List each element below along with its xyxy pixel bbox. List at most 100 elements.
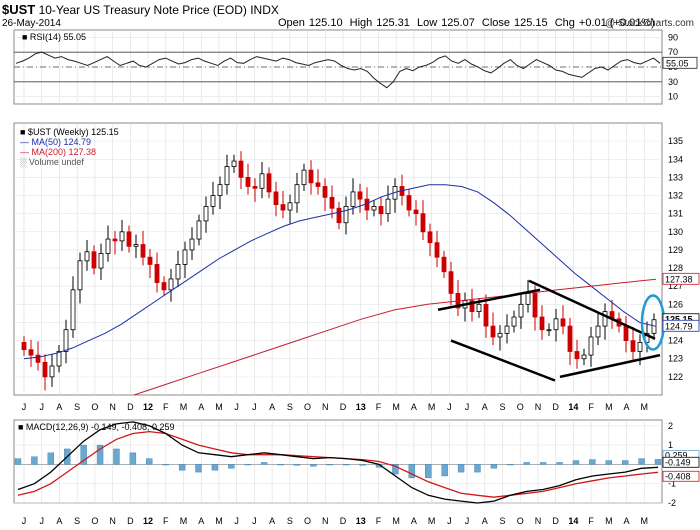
candle-body — [91, 251, 97, 269]
chart-date: 26-May-2014 — [2, 18, 61, 29]
candle-body — [637, 342, 643, 352]
x-tick-label-bottom: M — [215, 516, 223, 526]
candle-body — [175, 264, 181, 280]
candle-body — [413, 209, 419, 215]
candle-body — [266, 173, 272, 193]
x-tick-label-bottom: S — [499, 516, 505, 526]
candle-body — [112, 238, 118, 242]
x-tick-label: F — [588, 402, 594, 412]
close-value: 125.15 — [514, 17, 548, 29]
macd-tag-text: -0.408 — [665, 471, 691, 481]
macd-histogram-bar — [572, 460, 580, 465]
macd-tick-label: 2 — [668, 421, 673, 431]
x-tick-label: N — [322, 402, 329, 412]
price-tag-text: 124.79 — [665, 321, 693, 331]
macd-histogram-bar — [310, 464, 317, 467]
x-tick-label: S — [287, 402, 293, 412]
candle-body — [168, 278, 174, 291]
x-tick-label-bottom: O — [91, 516, 98, 526]
candle-body — [546, 329, 552, 332]
x-tick-label-bottom: J — [39, 516, 44, 526]
candle-body — [406, 195, 412, 211]
macd-tag — [662, 470, 700, 482]
x-tick-label: M — [180, 402, 188, 412]
price-tick-label: 131 — [668, 209, 683, 219]
x-tick-label: J — [252, 402, 257, 412]
price-tick-label: 132 — [668, 191, 683, 201]
macd-histogram-bar — [343, 464, 350, 466]
x-tick-label-bottom: N — [535, 516, 542, 526]
candle-body — [294, 184, 300, 204]
macd-histogram-bar — [244, 464, 251, 466]
candle-body — [140, 244, 146, 258]
x-tick-label: S — [74, 402, 80, 412]
macd-tick-label: 1 — [668, 440, 673, 450]
x-tick-label: M — [428, 402, 436, 412]
x-tick-label-bottom: A — [411, 516, 417, 526]
rsi-price-tag-text: 55.05 — [666, 58, 689, 68]
candle-body — [231, 160, 237, 167]
candle-body — [525, 293, 531, 305]
exchange: INDX — [250, 3, 279, 17]
rsi-price-tag — [662, 56, 698, 69]
candle-body — [84, 251, 90, 262]
x-tick-label: A — [411, 402, 417, 412]
x-tick-label: M — [641, 402, 649, 412]
candle-body — [224, 166, 230, 186]
x-tick-label-bottom: 14 — [568, 516, 578, 526]
candle-body — [651, 319, 657, 334]
price-tick-label: 134 — [668, 154, 683, 164]
symbol: $UST — [2, 2, 36, 17]
rsi-label: ■ RSI(14) 55.05 — [22, 32, 86, 42]
macd-tag — [662, 456, 700, 468]
channel-lower-right — [559, 353, 661, 379]
chg-value: +0.01 (+0.01%) — [578, 17, 655, 29]
channel-upper-right — [528, 279, 656, 340]
price-tick-label: 126 — [668, 299, 683, 309]
candle-body — [350, 191, 356, 207]
candle-body — [147, 256, 153, 265]
candle-body — [602, 311, 608, 327]
x-tick-label: N — [109, 402, 116, 412]
candle-body — [56, 351, 62, 367]
x-tick-label: 14 — [568, 402, 578, 412]
macd-histogram-bar — [195, 464, 202, 473]
price-tick-label: 124 — [668, 336, 683, 346]
macd-tag-text: 0.259 — [665, 450, 688, 460]
price-legend-item: ░ Volume undef — [20, 157, 84, 168]
candle-body — [259, 173, 265, 189]
x-tick-label-bottom: D — [552, 516, 559, 526]
x-tick-label-bottom: O — [304, 516, 311, 526]
macd-histogram-bar — [556, 462, 563, 465]
candle-body — [567, 325, 573, 352]
low-value: 125.07 — [441, 17, 475, 29]
candle-body — [315, 182, 321, 187]
macd-histogram-bar — [359, 464, 366, 466]
macd-histogram-bar — [293, 464, 301, 466]
macd-histogram-bar — [178, 464, 186, 471]
price-tick-label: 130 — [668, 227, 683, 237]
rsi-tick-label: 30 — [668, 77, 678, 87]
x-tick-label: A — [56, 402, 62, 412]
candle-body — [196, 220, 202, 240]
x-tick-label: M — [605, 402, 613, 412]
candle-body — [483, 303, 489, 327]
x-tick-label: D — [552, 402, 559, 412]
macd-histogram-bar — [441, 464, 448, 477]
chart-title: $UST 10-Year US Treasury Note Price (EOD… — [2, 2, 279, 17]
x-tick-label-bottom: M — [392, 516, 400, 526]
x-tick-label-bottom: O — [517, 516, 524, 526]
rsi-tick-label: 10 — [668, 92, 678, 102]
ma50-line — [23, 184, 657, 360]
candle-body — [245, 176, 251, 187]
macd-histogram-bar — [425, 464, 432, 479]
x-tick-label: A — [198, 402, 204, 412]
candle-body — [322, 186, 328, 198]
price-tag — [662, 319, 700, 332]
candle-body — [574, 351, 580, 360]
x-tick-label-bottom: F — [163, 516, 169, 526]
price-tick-label: 127 — [668, 281, 683, 291]
macd-histogram-bar — [211, 464, 219, 471]
candle-body — [133, 244, 139, 247]
candle-body — [203, 206, 209, 222]
